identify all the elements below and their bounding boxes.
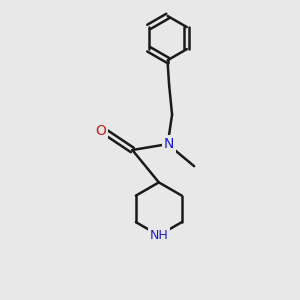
Text: N: N <box>164 137 174 151</box>
Text: O: O <box>95 124 106 138</box>
Text: NH: NH <box>149 229 168 242</box>
